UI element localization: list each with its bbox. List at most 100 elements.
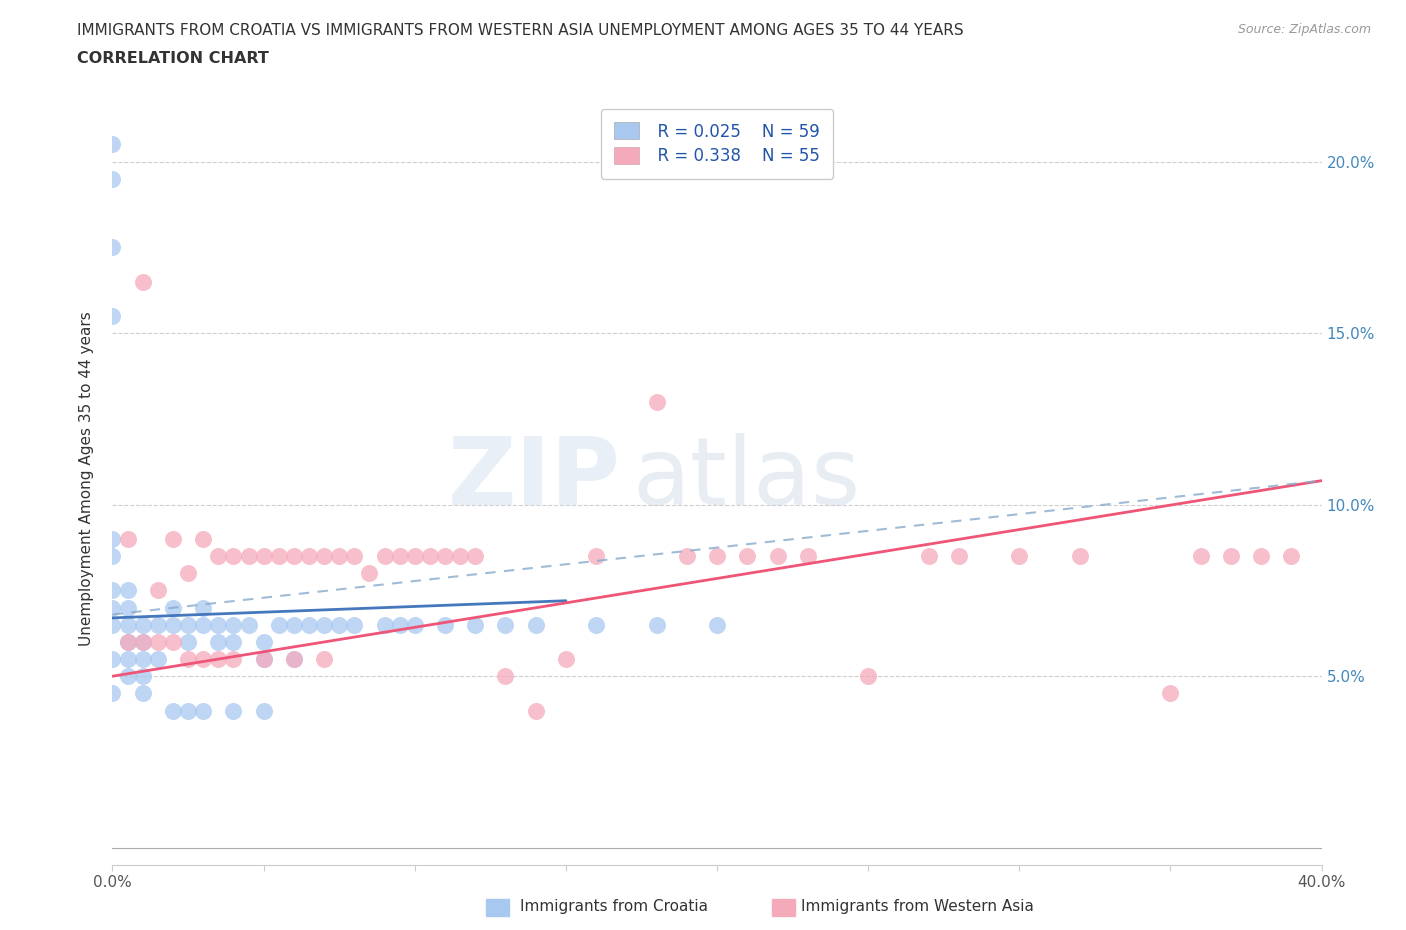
Point	[101, 309, 124, 324]
Point	[101, 549, 124, 564]
Point	[162, 703, 184, 718]
Point	[222, 703, 245, 718]
Point	[162, 618, 184, 632]
Point	[146, 652, 169, 667]
Point	[374, 549, 396, 564]
Point	[433, 549, 456, 564]
Point	[162, 600, 184, 615]
Point	[132, 274, 155, 289]
Point	[238, 618, 260, 632]
Point	[238, 549, 260, 564]
Point	[146, 634, 169, 649]
Point	[524, 618, 547, 632]
Point	[495, 618, 517, 632]
Point	[207, 618, 229, 632]
Point	[207, 634, 229, 649]
Point	[554, 652, 576, 667]
Point	[177, 652, 200, 667]
Legend:   R = 0.025    N = 59,   R = 0.338    N = 55: R = 0.025 N = 59, R = 0.338 N = 55	[600, 109, 834, 179]
Point	[585, 618, 607, 632]
Point	[101, 240, 124, 255]
Point	[146, 618, 169, 632]
Point	[132, 686, 155, 701]
Point	[253, 634, 276, 649]
Point	[132, 618, 155, 632]
Text: Source: ZipAtlas.com: Source: ZipAtlas.com	[1237, 23, 1371, 36]
Point	[101, 686, 124, 701]
Point	[101, 583, 124, 598]
Point	[162, 532, 184, 547]
Point	[117, 618, 139, 632]
Point	[298, 549, 321, 564]
Point	[283, 652, 305, 667]
Point	[117, 652, 139, 667]
Point	[191, 618, 214, 632]
Bar	[772, 899, 794, 916]
Text: ZIP: ZIP	[447, 433, 620, 525]
Point	[856, 669, 880, 684]
Point	[267, 549, 290, 564]
Point	[253, 703, 276, 718]
Text: IMMIGRANTS FROM CROATIA VS IMMIGRANTS FROM WESTERN ASIA UNEMPLOYMENT AMONG AGES : IMMIGRANTS FROM CROATIA VS IMMIGRANTS FR…	[77, 23, 965, 38]
Point	[283, 549, 305, 564]
Point	[359, 565, 381, 580]
Y-axis label: Unemployment Among Ages 35 to 44 years: Unemployment Among Ages 35 to 44 years	[79, 312, 94, 646]
Point	[162, 634, 184, 649]
Point	[585, 549, 607, 564]
Point	[101, 652, 124, 667]
Point	[374, 618, 396, 632]
Point	[117, 634, 139, 649]
Point	[177, 565, 200, 580]
Point	[524, 703, 547, 718]
Point	[132, 669, 155, 684]
Point	[117, 669, 139, 684]
Point	[706, 549, 728, 564]
Point	[737, 549, 759, 564]
Point	[191, 652, 214, 667]
Point	[117, 583, 139, 598]
Point	[314, 549, 336, 564]
Point	[253, 652, 276, 667]
Text: Immigrants from Croatia: Immigrants from Croatia	[520, 899, 709, 914]
Point	[464, 549, 486, 564]
Point	[132, 634, 155, 649]
Point	[404, 549, 426, 564]
Point	[449, 549, 471, 564]
Point	[207, 549, 229, 564]
Point	[706, 618, 728, 632]
Point	[343, 549, 366, 564]
Point	[1189, 549, 1212, 564]
Text: CORRELATION CHART: CORRELATION CHART	[77, 51, 269, 66]
Point	[404, 618, 426, 632]
Point	[146, 583, 169, 598]
Point	[101, 171, 124, 186]
Point	[796, 549, 818, 564]
Point	[675, 549, 697, 564]
Point	[766, 549, 789, 564]
Point	[222, 618, 245, 632]
Point	[191, 703, 214, 718]
Point	[222, 634, 245, 649]
Point	[117, 600, 139, 615]
Point	[645, 618, 668, 632]
Bar	[486, 899, 509, 916]
Point	[1069, 549, 1091, 564]
Point	[948, 549, 970, 564]
Point	[314, 618, 336, 632]
Point	[267, 618, 290, 632]
Text: atlas: atlas	[633, 433, 860, 525]
Point	[419, 549, 441, 564]
Point	[298, 618, 321, 632]
Point	[253, 652, 276, 667]
Point	[117, 634, 139, 649]
Point	[645, 394, 668, 409]
Point	[283, 618, 305, 632]
Point	[1250, 549, 1272, 564]
Point	[388, 549, 411, 564]
Point	[1159, 686, 1181, 701]
Point	[177, 618, 200, 632]
Point	[495, 669, 517, 684]
Point	[1008, 549, 1031, 564]
Point	[101, 137, 124, 152]
Point	[132, 634, 155, 649]
